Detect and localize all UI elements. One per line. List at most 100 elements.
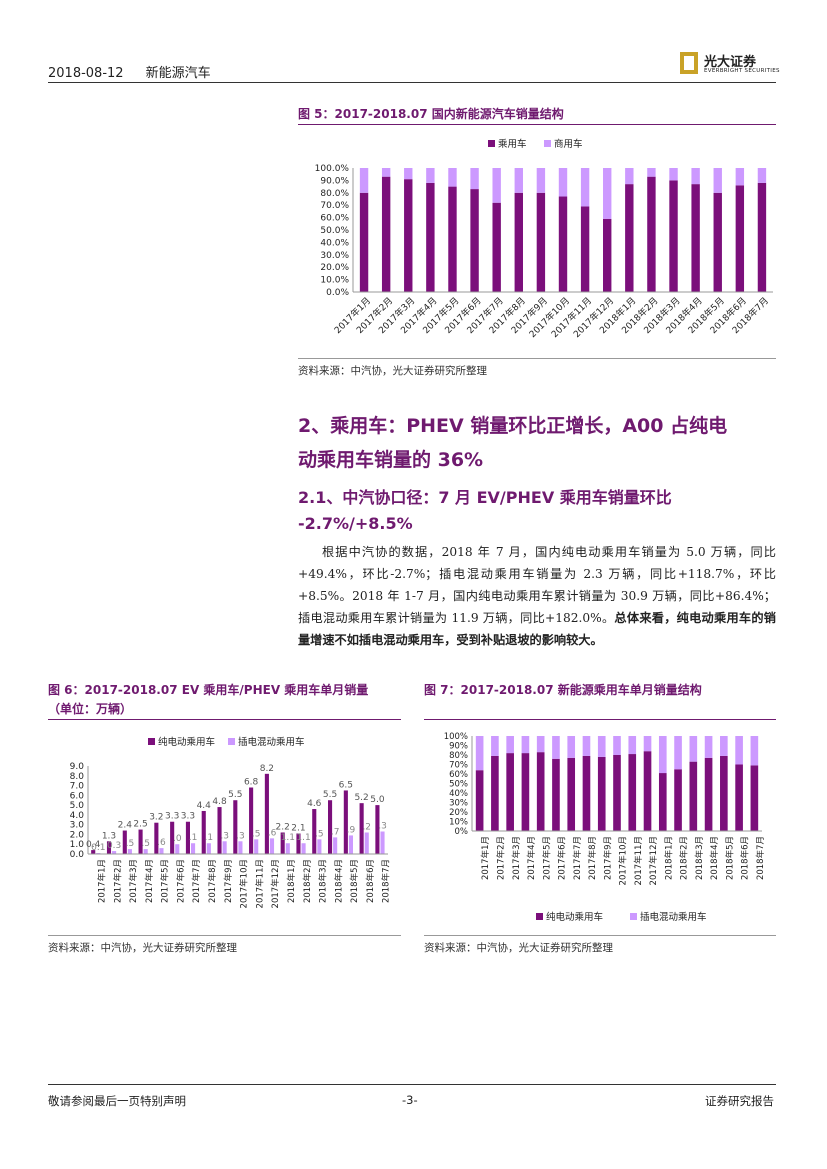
bar-secondary [582, 736, 591, 756]
y-tick-label: 30% [449, 799, 468, 809]
bar-secondary [448, 168, 457, 187]
y-tick-label: 10% [449, 818, 468, 828]
x-tick-label: 2018年4月 [333, 859, 344, 903]
legend-commercial: 商用车 [554, 138, 583, 150]
figure5-bottom-rule [298, 358, 776, 359]
data-label-phev: .3 [378, 822, 387, 832]
bar-primary [689, 761, 698, 831]
bar-secondary [713, 168, 722, 193]
data-label-ev: 2.4 [118, 821, 133, 831]
figure5-y-axis: 0.0% 10.0% 20.0% 30.0% 40.0% 50.0% 60.0% 70.0% 8… [315, 164, 354, 298]
y-tick-label: 7.0 [70, 782, 85, 792]
bar-secondary [757, 168, 767, 183]
figure6-bars [91, 773, 385, 854]
figure6-chart: 纯电动乘用车 插电混动乘用车 0.01.02.03.04.05.06.07.08… [70, 736, 392, 908]
bar-secondary [669, 168, 678, 181]
y-tick-label: 50.0% [320, 226, 349, 236]
legend-phev: 插电混动乘用车 [238, 736, 305, 748]
data-label-ev: 2.1 [291, 823, 305, 833]
y-tick-label: 60% [449, 770, 468, 780]
bar-secondary [492, 168, 501, 203]
data-label-phev: .5 [126, 839, 135, 849]
bar-ev [233, 800, 238, 854]
x-tick-label: 2017年5月 [160, 859, 171, 903]
bar-secondary [470, 168, 479, 190]
data-label-phev: 0.1 [91, 843, 105, 853]
data-label-phev: .3 [236, 831, 245, 841]
bar-primary [613, 755, 621, 831]
bar-ev [312, 809, 317, 854]
data-label-ev: 5.5 [228, 790, 242, 800]
x-tick-label: 2018年1月 [663, 836, 674, 880]
figure6-y-axis: 0.01.02.03.04.05.06.07.08.09.0 [70, 762, 89, 860]
figure7-legend: 纯电动乘用车 插电混动乘用车 [536, 911, 707, 923]
y-tick-label: 0% [455, 827, 469, 837]
bar-primary [628, 754, 637, 831]
bar-primary [603, 218, 612, 292]
x-tick-label: 2017年5月 [541, 836, 552, 880]
x-tick-label: 2017年7月 [191, 859, 202, 903]
bar-secondary [735, 736, 743, 765]
section2-paragraph: 根据中汽协的数据，2018 年 7 月，国内纯电动乘用车销量为 5.0 万辆，同… [298, 541, 776, 651]
bar-phev [380, 831, 385, 854]
y-tick-label: 40.0% [320, 238, 349, 248]
bar-ev [170, 821, 175, 854]
bar-primary [713, 192, 722, 292]
x-tick-label: 2018年5月 [349, 859, 360, 903]
bar-phev [254, 839, 259, 854]
legend-swatch-ev [536, 913, 543, 920]
figure7-x-axis: 2017年1月 2017年2月 2017年3月 2017年4月 2017年5月 2017年… [472, 830, 766, 885]
x-tick-label: 2018年3月 [694, 836, 705, 880]
data-label-ev: 0.4 [86, 840, 101, 850]
y-tick-label: 9.0 [70, 762, 85, 772]
y-tick-label: 20% [449, 808, 468, 818]
x-tick-label: 2017年4月 [144, 859, 155, 903]
y-tick-label: 90.0% [320, 176, 349, 186]
report-date: 2018-08-12 新能源汽车 [48, 62, 211, 81]
bar-ev [91, 850, 96, 854]
bar-ev [328, 800, 333, 854]
bar-primary [735, 764, 743, 831]
bar-primary [647, 176, 656, 292]
data-label-phev: .3 [220, 831, 229, 841]
figure5-legend: 乘用车 商用车 [488, 138, 583, 150]
bar-secondary [643, 736, 652, 752]
data-label-phev: .5 [252, 829, 261, 839]
x-tick-label: 2017年11月 [633, 836, 644, 885]
figure7-y-axis: 0%10%20%30%40%50%60%70%80%90%100% [444, 732, 473, 837]
x-tick-label: 2018年2月 [302, 859, 313, 903]
data-label-ev: 3.2 [149, 813, 163, 823]
bar-primary [704, 757, 713, 831]
x-tick-label: 2018年4月 [709, 836, 720, 880]
bar-secondary [720, 736, 728, 756]
y-tick-label: 40% [449, 789, 468, 799]
footer-report-type: 证券研究报告 [705, 1094, 774, 1108]
x-tick-label: 2017年2月 [495, 836, 506, 880]
bar-ev [217, 807, 222, 854]
bar-primary [521, 753, 530, 831]
bar-ev [249, 787, 254, 854]
legend-swatch-ev [148, 738, 155, 745]
y-tick-label: 50% [449, 780, 468, 790]
bar-secondary [674, 736, 682, 770]
bar-phev [159, 848, 164, 854]
x-tick-label: 2018年3月 [318, 859, 329, 903]
figure5-title: 图 5：2017-2018.07 国内新能源汽车销量结构 [298, 107, 564, 121]
x-tick-label: 2018年1月 [286, 859, 297, 903]
bar-secondary [558, 168, 568, 197]
y-tick-label: 5.0 [70, 801, 85, 811]
data-label-phev: 1.1 [296, 833, 310, 843]
bar-primary [552, 758, 560, 831]
figure7-bottom-rule [424, 935, 776, 936]
y-tick-label: 0.0 [70, 850, 85, 860]
bar-primary [475, 770, 484, 831]
figure5-x-axis: 2017年1月2017年2月2017年3月2017年4月2017年5月2017年… [332, 291, 773, 340]
y-tick-label: 0.0% [326, 288, 349, 298]
data-label-ev: 6.8 [244, 778, 259, 788]
bar-primary [625, 184, 634, 292]
legend-swatch-passenger [488, 140, 495, 147]
y-tick-label: 80.0% [320, 189, 349, 199]
bar-primary [597, 756, 606, 831]
bar-secondary [750, 736, 759, 766]
figure6-title-line2: （单位：万辆） [48, 702, 133, 716]
